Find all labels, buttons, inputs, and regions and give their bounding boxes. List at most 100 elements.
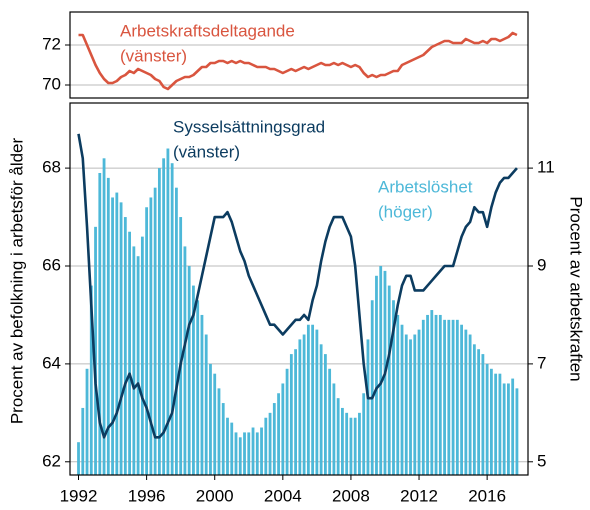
- bar: [157, 168, 161, 475]
- bar: [472, 344, 476, 475]
- bar: [238, 437, 242, 475]
- series-label: Sysselsättningsgrad: [173, 117, 325, 136]
- x-tick-label: 2016: [468, 486, 506, 505]
- bar: [175, 187, 178, 475]
- bar: [217, 388, 221, 475]
- bar: [434, 314, 438, 475]
- y-tick-label: 72: [42, 34, 61, 53]
- bar: [94, 226, 97, 475]
- bar: [230, 422, 234, 475]
- bar: [328, 368, 332, 475]
- bar: [268, 412, 272, 475]
- bar: [226, 417, 229, 475]
- bar: [162, 158, 166, 475]
- bar: [417, 329, 421, 475]
- bar: [477, 349, 481, 475]
- plot-frame: [69, 102, 529, 476]
- bar: [447, 319, 451, 475]
- bar: [345, 412, 349, 475]
- bar: [358, 412, 361, 475]
- bar: [375, 275, 378, 475]
- bar: [311, 324, 315, 475]
- bar: [200, 314, 204, 475]
- bar: [515, 388, 519, 475]
- bar: [400, 324, 404, 475]
- y2-tick-label: 7: [537, 353, 546, 372]
- bar: [485, 363, 489, 475]
- bar: [409, 339, 412, 475]
- bar: [430, 310, 434, 475]
- x-tick-label: 1996: [128, 486, 166, 505]
- bar: [323, 354, 327, 475]
- y2-axis-label: Procent av arbetskraften: [567, 196, 586, 381]
- series-side-label: (vänster): [120, 46, 187, 65]
- series-side-label: (vänster): [173, 142, 240, 161]
- bar: [81, 407, 85, 475]
- bar: [468, 334, 472, 475]
- bar: [140, 236, 144, 475]
- bar: [106, 177, 110, 476]
- bar: [251, 427, 255, 475]
- bar: [302, 334, 306, 475]
- bar: [247, 432, 251, 475]
- bar: [507, 383, 510, 475]
- bar: [213, 373, 217, 475]
- bar: [123, 217, 127, 475]
- bar: [260, 427, 263, 475]
- bar: [183, 246, 187, 475]
- y2-tick-label: 5: [537, 451, 546, 470]
- bar: [392, 300, 395, 475]
- bar: [102, 158, 106, 475]
- bar: [366, 339, 370, 475]
- bar: [494, 373, 498, 475]
- bar: [315, 329, 319, 475]
- bar: [111, 197, 114, 475]
- bar: [115, 192, 119, 476]
- bar: [281, 383, 285, 475]
- bar: [396, 314, 400, 475]
- bar: [136, 256, 140, 475]
- bar: [234, 432, 238, 475]
- y2-tick-label: 9: [537, 255, 546, 274]
- bar: [489, 368, 493, 475]
- bar: [153, 187, 157, 475]
- bar: [192, 285, 195, 475]
- series-line: [78, 31, 518, 91]
- bar: [243, 432, 246, 475]
- bar: [498, 373, 502, 475]
- bar: [379, 265, 383, 475]
- bar: [166, 148, 170, 475]
- bar: [77, 442, 80, 475]
- y-tick-label: 62: [42, 451, 61, 470]
- bar: [289, 354, 293, 475]
- bar: [502, 383, 506, 475]
- bar: [179, 217, 183, 475]
- series-line: [77, 133, 518, 439]
- series-side-label: (höger): [378, 202, 433, 221]
- bar: [128, 231, 131, 475]
- bar: [426, 314, 429, 475]
- bar: [187, 265, 191, 475]
- bar: [404, 334, 408, 475]
- bar: [349, 417, 353, 475]
- bar: [264, 417, 268, 475]
- bar: [443, 319, 446, 475]
- bar: [332, 383, 336, 475]
- bar: [98, 172, 102, 475]
- series-label: Arbetskraftsdeltagande: [120, 21, 295, 40]
- bar: [285, 368, 289, 475]
- bar: [336, 398, 340, 475]
- bar: [196, 300, 200, 475]
- bar: [319, 344, 323, 475]
- x-tick-label: 2000: [196, 486, 234, 505]
- bar: [464, 329, 468, 475]
- bar: [451, 319, 455, 475]
- x-tick-label: 1992: [60, 486, 98, 505]
- bar: [119, 202, 123, 475]
- bar: [481, 354, 485, 475]
- bar: [413, 334, 417, 475]
- x-tick-label: 2004: [264, 486, 302, 505]
- bar: [511, 378, 515, 475]
- bar: [341, 407, 344, 475]
